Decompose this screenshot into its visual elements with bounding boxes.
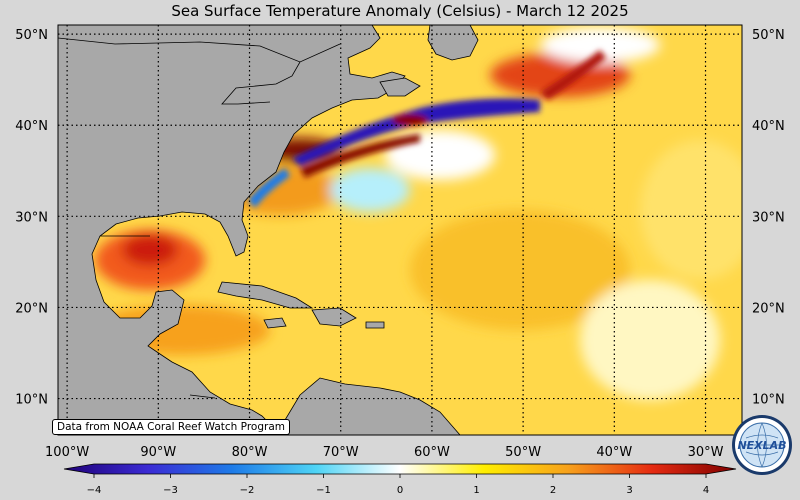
colorbar-tick-label: −3 bbox=[163, 485, 178, 496]
latitude-labels-right: 50°N 40°N 30°N 20°N 10°N bbox=[752, 28, 785, 407]
lat-label-right: 20°N bbox=[752, 301, 785, 316]
colorbar-tick-label: 4 bbox=[703, 485, 709, 496]
lat-label-right: 10°N bbox=[752, 393, 785, 408]
colorbar-tick-label: 0 bbox=[397, 485, 403, 496]
lat-label-left: 20°N bbox=[15, 301, 48, 316]
jamaica-land bbox=[263, 317, 287, 329]
colorbar-tick-label: −2 bbox=[240, 485, 255, 496]
lat-label-left: 10°N bbox=[15, 393, 48, 408]
lat-label-left: 50°N bbox=[15, 28, 48, 43]
map-frame bbox=[57, 24, 743, 436]
logo-text: NEXLAB bbox=[737, 439, 786, 452]
lon-label: 80°W bbox=[232, 445, 268, 460]
gulf-stream-cold-band bbox=[110, 50, 606, 361]
lon-label: 60°W bbox=[414, 445, 450, 460]
colorbar-tick-label: −1 bbox=[316, 485, 331, 496]
lon-label: 50°W bbox=[505, 445, 541, 460]
south-america-land bbox=[275, 377, 461, 435]
lon-label: 70°W bbox=[323, 445, 359, 460]
colorbar-tick-label: 1 bbox=[473, 485, 479, 496]
lat-label-right: 40°N bbox=[752, 119, 785, 134]
data-credit: Data from NOAA Coral Reef Watch Program bbox=[52, 419, 290, 435]
lon-label: 40°W bbox=[596, 445, 632, 460]
lat-label-left: 30°N bbox=[15, 210, 48, 225]
colorbar: −4 −3 −2 −1 0 1 2 3 4 bbox=[63, 463, 737, 496]
colorbar-bar bbox=[63, 463, 737, 475]
nova-scotia-land bbox=[379, 77, 421, 97]
puerto-rico-land bbox=[365, 321, 385, 329]
hispaniola-land bbox=[311, 307, 357, 327]
colorbar-tick-label: 3 bbox=[626, 485, 632, 496]
colorbar-tick-label: −4 bbox=[87, 485, 102, 496]
colorbar-tick-label: 2 bbox=[550, 485, 556, 496]
lat-label-right: 50°N bbox=[752, 28, 785, 43]
political-borders bbox=[58, 37, 341, 399]
map-title: Sea Surface Temperature Anomaly (Celsius… bbox=[171, 2, 629, 20]
nexlab-logo: NEXLAB bbox=[732, 415, 792, 475]
lon-label: 90°W bbox=[140, 445, 176, 460]
land bbox=[58, 25, 479, 435]
longitude-labels: 100°W 90°W 80°W 70°W 60°W 50°W 40°W 30°W bbox=[45, 445, 724, 460]
lon-label: 30°W bbox=[688, 445, 724, 460]
lon-label: 100°W bbox=[45, 445, 89, 460]
lat-label-left: 40°N bbox=[15, 119, 48, 134]
latitude-labels-left: 50°N 40°N 30°N 20°N 10°N bbox=[15, 28, 48, 407]
graticule bbox=[58, 25, 742, 435]
lat-label-right: 30°N bbox=[752, 210, 785, 225]
cuba-land bbox=[217, 281, 314, 309]
